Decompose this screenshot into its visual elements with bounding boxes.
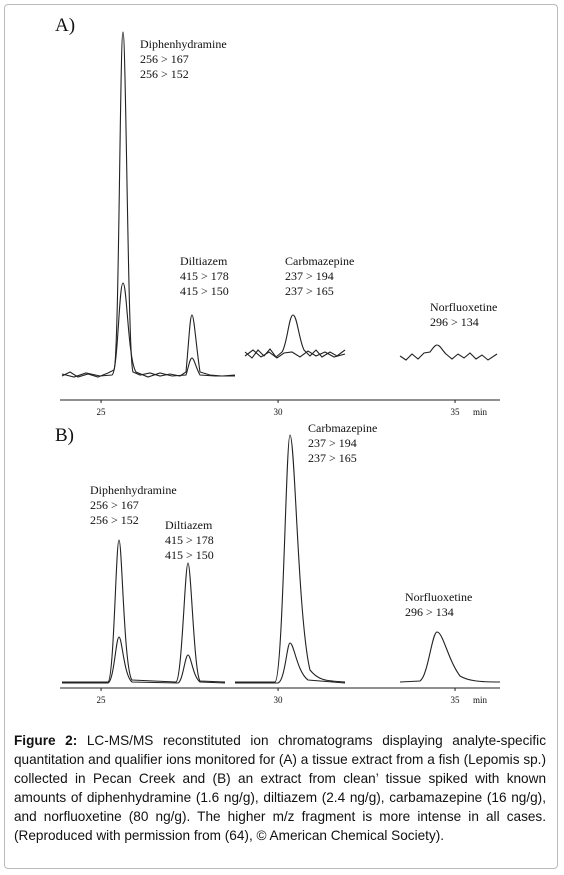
trace (62, 636, 226, 684)
transition: 415 > 150 (165, 548, 214, 562)
peak-name: Norfluoxetine (405, 590, 472, 604)
trace (62, 539, 226, 683)
trace (399, 344, 498, 361)
transition: 415 > 178 (180, 269, 229, 283)
trace (235, 434, 346, 683)
transition: 256 > 152 (140, 67, 189, 81)
peak-name: Carbmazepine (285, 254, 354, 268)
transition: 256 > 167 (90, 498, 139, 512)
x-tick-label: 25 (97, 407, 107, 417)
caption: Figure 2: LC-MS/MS reconstituted ion chr… (14, 731, 546, 845)
transition: 237 > 165 (285, 284, 334, 298)
x-unit: min (473, 695, 488, 705)
figure-frame (4, 4, 558, 869)
trace (244, 349, 346, 359)
transition: 296 > 134 (405, 605, 454, 619)
transition: 415 > 178 (165, 533, 214, 547)
trace (399, 631, 501, 683)
panel-label: B) (55, 425, 74, 446)
transition: 415 > 150 (180, 284, 229, 298)
peak-name: Diphenhydramine (140, 37, 227, 51)
peak-name: Diphenhydramine (90, 483, 177, 497)
trace (244, 314, 346, 359)
trace (61, 31, 236, 378)
x-tick-label: 30 (274, 407, 284, 417)
peak-name: Carbmazepine (308, 421, 377, 435)
peak-name: Diltiazem (180, 254, 228, 268)
panel-b-traces (62, 434, 501, 684)
x-unit: min (473, 407, 488, 417)
x-tick-label: 30 (274, 695, 284, 705)
transition: 237 > 165 (308, 451, 357, 465)
caption-text: LC-MS/MS reconstituted ion chromatograms… (14, 733, 546, 843)
trace (235, 642, 346, 684)
transition: 296 > 134 (430, 315, 479, 329)
trace (61, 282, 235, 378)
transition: 256 > 167 (140, 52, 189, 66)
x-tick-label: 35 (451, 407, 461, 417)
panel-a-traces (61, 31, 498, 378)
x-tick-label: 25 (97, 695, 107, 705)
caption-label: Figure 2: (14, 733, 78, 748)
peak-name: Norfluoxetine (430, 300, 497, 314)
transition: 237 > 194 (285, 269, 334, 283)
x-tick-label: 35 (451, 695, 461, 705)
panel-label: A) (55, 15, 75, 36)
transition: 256 > 152 (90, 513, 139, 527)
transition: 237 > 194 (308, 436, 357, 450)
peak-name: Diltiazem (165, 518, 213, 532)
